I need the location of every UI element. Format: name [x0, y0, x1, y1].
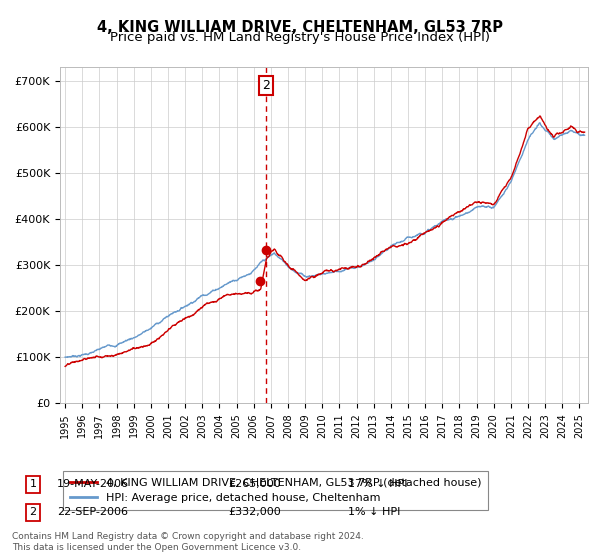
Text: 1: 1 — [29, 479, 37, 489]
Text: 2: 2 — [29, 507, 37, 517]
Text: 1% ↓ HPI: 1% ↓ HPI — [348, 507, 400, 517]
Text: 22-SEP-2006: 22-SEP-2006 — [57, 507, 128, 517]
Text: £265,000: £265,000 — [228, 479, 281, 489]
Text: Contains HM Land Registry data © Crown copyright and database right 2024.
This d: Contains HM Land Registry data © Crown c… — [12, 532, 364, 552]
Text: £332,000: £332,000 — [228, 507, 281, 517]
Text: 4, KING WILLIAM DRIVE, CHELTENHAM, GL53 7RP: 4, KING WILLIAM DRIVE, CHELTENHAM, GL53 … — [97, 20, 503, 35]
Text: 2: 2 — [262, 79, 270, 92]
Text: Price paid vs. HM Land Registry's House Price Index (HPI): Price paid vs. HM Land Registry's House … — [110, 31, 490, 44]
Text: 17% ↓ HPI: 17% ↓ HPI — [348, 479, 407, 489]
Legend: 4, KING WILLIAM DRIVE, CHELTENHAM, GL53 7RP (detached house), HPI: Average price: 4, KING WILLIAM DRIVE, CHELTENHAM, GL53 … — [63, 471, 488, 510]
Text: 19-MAY-2006: 19-MAY-2006 — [57, 479, 129, 489]
